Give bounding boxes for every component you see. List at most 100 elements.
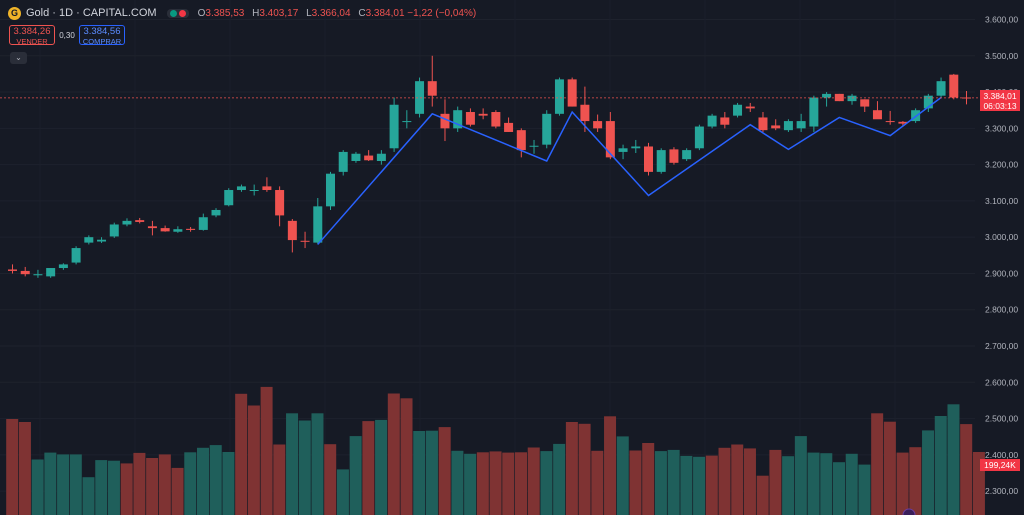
volume-bar xyxy=(629,450,642,515)
volume-bar xyxy=(680,455,693,515)
gold-logo-icon: G xyxy=(8,6,21,20)
volume-bar xyxy=(807,452,820,515)
candle-up xyxy=(554,79,564,114)
candle-up xyxy=(631,146,641,149)
volume-bar xyxy=(578,423,591,515)
candle-up xyxy=(351,153,361,161)
candle-down xyxy=(478,113,488,116)
candle-up xyxy=(58,264,68,269)
candle-down xyxy=(885,121,895,123)
volume-bar xyxy=(311,413,324,515)
volume-bar xyxy=(654,451,667,515)
market-status[interactable] xyxy=(166,8,189,18)
buy-button[interactable]: 3.384,56 COMPRAR xyxy=(79,25,125,46)
candle-up xyxy=(84,237,94,243)
candle-down xyxy=(160,228,170,232)
candle-up xyxy=(847,95,857,102)
candle-up xyxy=(389,104,399,149)
price-tick-label: 2.500,00 xyxy=(985,414,1018,424)
price-tick-label: 2.900,00 xyxy=(985,268,1018,278)
candle-down xyxy=(580,104,590,122)
price-axis[interactable]: 3.600,003.500,003.400,003.300,003.200,00… xyxy=(985,15,1018,497)
candle-up xyxy=(122,220,132,225)
symbol-title[interactable]: Gold · 1D · CAPITAL.COM xyxy=(26,7,157,19)
candle-down xyxy=(834,93,844,102)
zigzag-indicator-line xyxy=(317,96,942,245)
volume-bar xyxy=(896,452,909,515)
volume-bar xyxy=(133,452,146,515)
candle-down xyxy=(287,220,297,241)
price-tick-label: 2.300,00 xyxy=(985,486,1018,496)
candle-down xyxy=(898,121,908,124)
candle-up xyxy=(809,97,819,127)
candle-down xyxy=(504,122,514,132)
open-value: 3.385,53 xyxy=(205,7,245,19)
volume-bar xyxy=(871,413,884,515)
candle-up xyxy=(733,104,743,116)
close-value: 3.384,01 −1,22 (−0,04%) xyxy=(365,7,477,19)
volume-bar xyxy=(616,436,629,515)
candle-down xyxy=(364,155,374,161)
volume-bar xyxy=(107,460,120,515)
volume-bar xyxy=(158,454,171,515)
candle-down xyxy=(644,146,653,172)
candle-up xyxy=(796,121,806,129)
symbol-header: G Gold · 1D · CAPITAL.COM O3.385,53 H3.4… xyxy=(8,5,476,21)
candle-down xyxy=(949,74,959,98)
scroll-marker[interactable] xyxy=(902,508,916,515)
candle-up xyxy=(694,126,704,149)
candlesticks xyxy=(8,55,971,278)
sell-button[interactable]: 3.384,26 VENDER xyxy=(9,25,55,46)
volume-bar xyxy=(756,475,769,515)
candle-up xyxy=(618,148,628,152)
chevron-down-icon[interactable]: ⌄ xyxy=(10,52,27,64)
last-price-label: 3.384,01 06:03:13 xyxy=(980,90,1020,111)
volume-bar xyxy=(604,416,617,515)
volume-bar xyxy=(883,421,896,515)
candle-up xyxy=(923,95,933,109)
red-dot-icon xyxy=(178,9,186,17)
volume-bar xyxy=(400,398,413,515)
volume-bar xyxy=(718,447,731,515)
candle-down xyxy=(872,110,882,120)
volume-bar xyxy=(120,463,133,515)
sell-price: 3.384,26 xyxy=(13,26,51,37)
candle-up xyxy=(211,209,221,216)
volume-bar xyxy=(909,447,922,515)
volume-bar xyxy=(934,416,947,515)
high-value: 3.403,17 xyxy=(259,7,299,19)
candle-down xyxy=(593,121,603,129)
volume-bar xyxy=(565,422,578,515)
price-tick-label: 3.500,00 xyxy=(985,51,1018,61)
candle-up xyxy=(224,190,234,206)
volume-bar xyxy=(489,451,502,515)
candle-down xyxy=(860,99,870,107)
volume-bar xyxy=(349,436,362,515)
price-tick-label: 2.800,00 xyxy=(985,305,1018,315)
candle-down xyxy=(465,112,475,125)
green-dot-icon xyxy=(169,9,177,17)
price-tick-label: 2.400,00 xyxy=(985,450,1018,460)
volume-bar xyxy=(705,455,718,515)
volume-bar xyxy=(31,459,44,515)
candle-down xyxy=(491,112,501,127)
price-tick-label: 3.300,00 xyxy=(985,123,1018,133)
candle-up xyxy=(97,239,107,242)
candle-up xyxy=(415,81,425,114)
candle-up xyxy=(707,115,717,127)
candle-up xyxy=(402,121,412,123)
candle-down xyxy=(516,130,526,151)
candle-down xyxy=(669,149,679,163)
candle-up xyxy=(173,229,183,232)
trade-buttons: 3.384,26 VENDER 0,30 3.384,56 COMPRAR xyxy=(9,25,125,46)
volume-bar xyxy=(298,420,311,515)
volume-bar xyxy=(782,456,795,515)
candle-down xyxy=(135,220,145,222)
candle-up xyxy=(109,224,119,237)
candle-up xyxy=(338,151,348,172)
volume-bar xyxy=(413,431,426,515)
candle-down xyxy=(275,190,285,216)
volume-bar xyxy=(273,444,286,515)
volume-bar xyxy=(769,449,782,515)
